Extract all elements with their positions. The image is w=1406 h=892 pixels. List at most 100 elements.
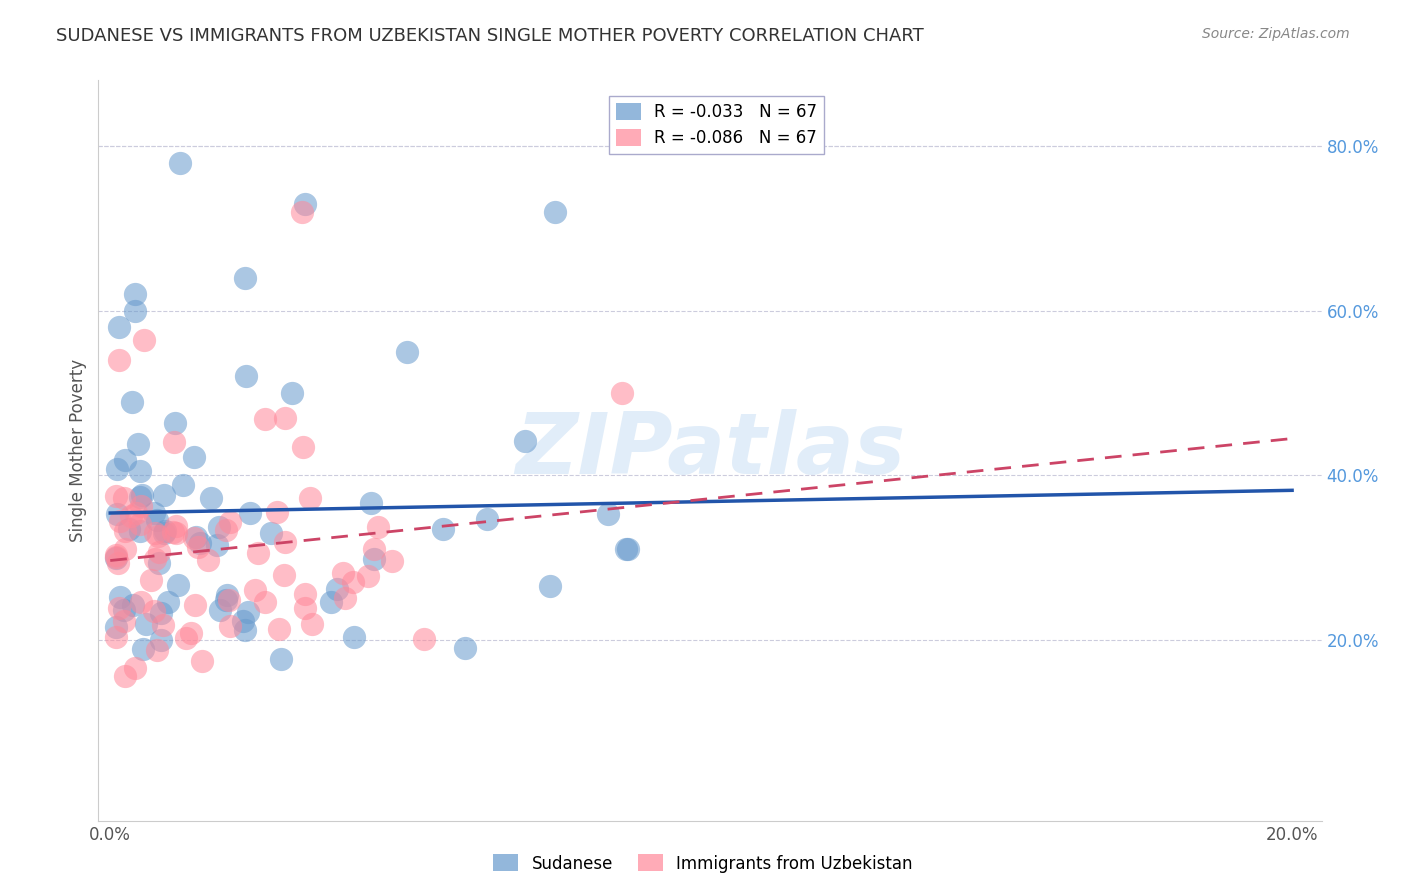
Point (114, 542, 136, 557)
Point (129, 524, 152, 538)
Point (114, 452, 136, 467)
Point (145, 643, 167, 657)
Point (270, 651, 292, 665)
Point (105, 549, 128, 563)
Point (165, 526, 187, 541)
Point (475, 512, 498, 526)
Point (128, 464, 150, 478)
Point (105, 489, 128, 503)
Point (180, 625, 202, 640)
Point (209, 603, 232, 617)
Point (124, 661, 146, 675)
Point (326, 582, 349, 596)
Point (157, 595, 180, 609)
Point (148, 545, 170, 559)
Point (108, 514, 131, 528)
Point (124, 287, 146, 301)
Point (134, 616, 156, 631)
Point (108, 353, 131, 368)
Point (363, 542, 385, 557)
Point (217, 588, 239, 602)
Point (129, 517, 152, 532)
Point (129, 595, 152, 609)
Point (166, 578, 188, 592)
Point (187, 541, 209, 555)
Point (121, 598, 143, 612)
Point (363, 552, 385, 566)
Point (294, 196, 316, 211)
Point (233, 623, 256, 637)
Point (105, 631, 128, 645)
Point (614, 542, 637, 557)
Point (145, 552, 167, 566)
Point (343, 630, 366, 644)
Point (396, 344, 419, 359)
Point (163, 434, 186, 449)
Point (298, 491, 321, 505)
Point (112, 603, 135, 617)
Point (127, 437, 149, 451)
Text: Source: ZipAtlas.com: Source: ZipAtlas.com (1202, 27, 1350, 41)
Point (131, 488, 153, 502)
Point (598, 508, 620, 522)
Point (153, 488, 176, 502)
Point (121, 395, 143, 409)
Point (108, 320, 131, 334)
Point (200, 491, 222, 506)
Point (114, 669, 136, 683)
Point (139, 574, 162, 588)
Point (105, 620, 128, 634)
Point (208, 520, 231, 534)
Point (219, 516, 242, 530)
Point (105, 507, 128, 521)
Point (367, 520, 389, 534)
Point (235, 369, 257, 384)
Point (538, 579, 561, 593)
Point (239, 506, 262, 520)
Point (454, 641, 477, 656)
Point (165, 519, 187, 533)
Point (413, 632, 436, 647)
Point (197, 553, 219, 567)
Point (215, 593, 238, 607)
Point (246, 546, 269, 560)
Point (342, 574, 364, 589)
Point (253, 594, 276, 608)
Point (266, 505, 288, 519)
Point (183, 598, 205, 612)
Point (273, 535, 295, 549)
Point (120, 509, 142, 524)
Point (143, 526, 166, 541)
Point (105, 550, 128, 565)
Point (281, 385, 304, 400)
Point (150, 606, 173, 620)
Point (155, 524, 177, 538)
Point (124, 303, 146, 318)
Point (129, 499, 152, 513)
Point (134, 333, 156, 347)
Point (335, 591, 357, 606)
Point (233, 270, 256, 285)
Point (218, 618, 240, 632)
Point (118, 522, 141, 536)
Point (238, 605, 260, 619)
Point (184, 530, 207, 544)
Point (260, 525, 283, 540)
Point (294, 587, 316, 601)
Point (291, 205, 314, 219)
Point (245, 582, 267, 597)
Point (274, 410, 297, 425)
Point (357, 569, 380, 583)
Text: SUDANESE VS IMMIGRANTS FROM UZBEKISTAN SINGLE MOTHER POVERTY CORRELATION CHART: SUDANESE VS IMMIGRANTS FROM UZBEKISTAN S… (56, 27, 924, 45)
Point (152, 618, 174, 632)
Point (162, 524, 184, 539)
Point (617, 541, 640, 556)
Point (612, 385, 634, 400)
Point (105, 462, 128, 476)
Point (112, 614, 135, 628)
Point (172, 478, 194, 492)
Point (132, 641, 155, 656)
Point (513, 434, 536, 449)
Y-axis label: Single Mother Poverty: Single Mother Poverty (69, 359, 87, 542)
Point (148, 557, 170, 571)
